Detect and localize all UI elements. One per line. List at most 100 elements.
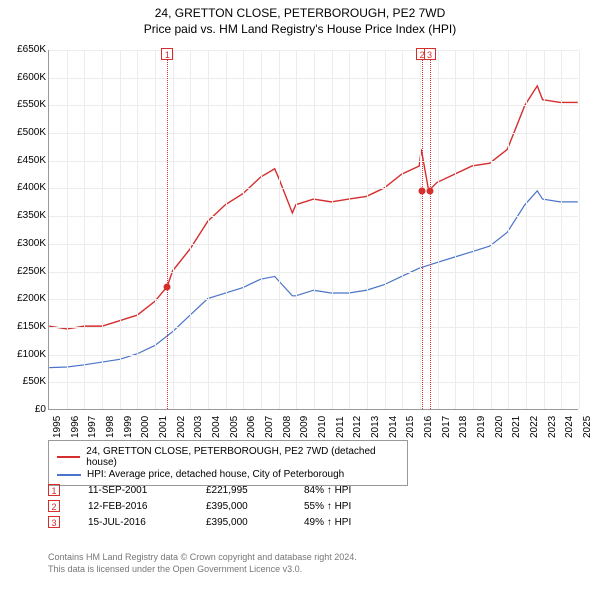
x-axis-label: 2019 [476,416,487,438]
legend-label: 24, GRETTON CLOSE, PETERBOROUGH, PE2 7WD… [86,446,399,468]
x-axis-label: 1995 [52,416,63,438]
transaction-row-badge: 1 [48,484,60,496]
x-axis-label: 2016 [423,416,434,438]
x-axis-label: 2007 [264,416,275,438]
x-axis-label: 1998 [105,416,116,438]
transaction-row: 3 15-JUL-2016 £395,000 49% ↑ HPI [48,516,394,528]
x-axis-label: 2001 [158,416,169,438]
transaction-vs-hpi: 49% ↑ HPI [304,517,394,528]
gridline-v [314,50,315,409]
x-axis-label: 2010 [317,416,328,438]
legend-label: HPI: Average price, detached house, City… [87,469,344,480]
transaction-row-badge: 3 [48,516,60,528]
legend-swatch [57,474,81,476]
transaction-table: 111-SEP-2001£221,99584% ↑ HPI212-FEB-201… [48,484,394,532]
gridline-v [67,50,68,409]
transaction-date: 11-SEP-2001 [88,485,178,496]
x-axis-label: 2012 [352,416,363,438]
gridline-v [137,50,138,409]
transaction-price: £395,000 [206,501,276,512]
x-axis-label: 2018 [458,416,469,438]
y-axis-label: £0 [4,404,46,415]
transaction-point [164,284,171,291]
transaction-date: 12-FEB-2016 [88,501,178,512]
y-axis-label: £650K [4,44,46,55]
gridline-v [438,50,439,409]
legend: 24, GRETTON CLOSE, PETERBOROUGH, PE2 7WD… [48,440,408,486]
chart-container: 24, GRETTON CLOSE, PETERBOROUGH, PE2 7WD… [0,0,600,590]
x-axis-label: 2003 [193,416,204,438]
gridline-v [155,50,156,409]
gridline-v [579,50,580,409]
transaction-date: 15-JUL-2016 [88,517,178,528]
gridline-v [120,50,121,409]
x-axis-label: 2011 [335,416,346,438]
y-axis-label: £250K [4,266,46,277]
x-axis-label: 2023 [547,416,558,438]
transaction-row: 1 11-SEP-2001 £221,995 84% ↑ HPI [48,484,394,496]
transaction-row: 212-FEB-2016£395,00055% ↑ HPI [48,500,394,512]
x-axis-label: 1996 [70,416,81,438]
x-axis-label: 2006 [246,416,257,438]
transaction-vs-hpi: 84% ↑ HPI [304,485,394,496]
gridline-v [279,50,280,409]
transaction-price: £221,995 [206,485,276,496]
x-axis-label: 2002 [176,416,187,438]
transaction-point [426,188,433,195]
y-axis-label: £200K [4,293,46,304]
chart-subtitle: Price paid vs. HM Land Registry's House … [0,22,600,36]
y-axis-label: £300K [4,238,46,249]
gridline-v [102,50,103,409]
transaction-vs-hpi: 55% ↑ HPI [304,501,394,512]
x-axis-label: 2009 [299,416,310,438]
legend-item: 24, GRETTON CLOSE, PETERBOROUGH, PE2 7WD… [57,446,399,468]
gridline-v [526,50,527,409]
transaction-price: £395,000 [206,517,276,528]
x-axis-label: 1997 [87,416,98,438]
gridline-v [349,50,350,409]
gridline-v [455,50,456,409]
transaction-marker-badge: 1 [161,48,173,60]
chart-title: 24, GRETTON CLOSE, PETERBOROUGH, PE2 7WD [0,6,600,20]
y-axis-label: £600K [4,72,46,83]
legend-item: HPI: Average price, detached house, City… [57,469,399,480]
x-axis-label: 2017 [441,416,452,438]
x-axis-label: 2022 [529,416,540,438]
gridline-v [420,50,421,409]
footer-attribution: Contains HM Land Registry data © Crown c… [48,552,357,575]
footer-line-2: This data is licensed under the Open Gov… [48,564,357,576]
gridline-v [173,50,174,409]
y-axis-label: £400K [4,182,46,193]
x-axis-label: 2024 [564,416,575,438]
footer-line-1: Contains HM Land Registry data © Crown c… [48,552,357,564]
gridline-v [226,50,227,409]
transaction-marker-line [422,50,423,409]
gridline-v [544,50,545,409]
x-axis-label: 2005 [229,416,240,438]
gridline-v [473,50,474,409]
x-axis-label: 2014 [388,416,399,438]
gridline-v [190,50,191,409]
transaction-marker-badge: 3 [424,48,436,60]
y-axis-label: £350K [4,210,46,221]
x-axis-label: 2025 [582,416,593,438]
gridline-v [332,50,333,409]
gridline-v [243,50,244,409]
plot-area: 123 [48,50,578,410]
x-axis-label: 2004 [211,416,222,438]
y-axis-label: £450K [4,155,46,166]
gridline-v [261,50,262,409]
gridline-v [367,50,368,409]
x-axis-label: 2008 [282,416,293,438]
gridline-v [561,50,562,409]
transaction-marker-line [167,50,168,409]
gridline-v [491,50,492,409]
gridline-v [385,50,386,409]
x-axis-label: 2020 [494,416,505,438]
legend-swatch [57,456,80,458]
x-axis-label: 2015 [405,416,416,438]
x-axis-label: 2000 [140,416,151,438]
gridline-v [84,50,85,409]
transaction-marker-line [430,50,431,409]
title-block: 24, GRETTON CLOSE, PETERBOROUGH, PE2 7WD… [0,0,600,36]
